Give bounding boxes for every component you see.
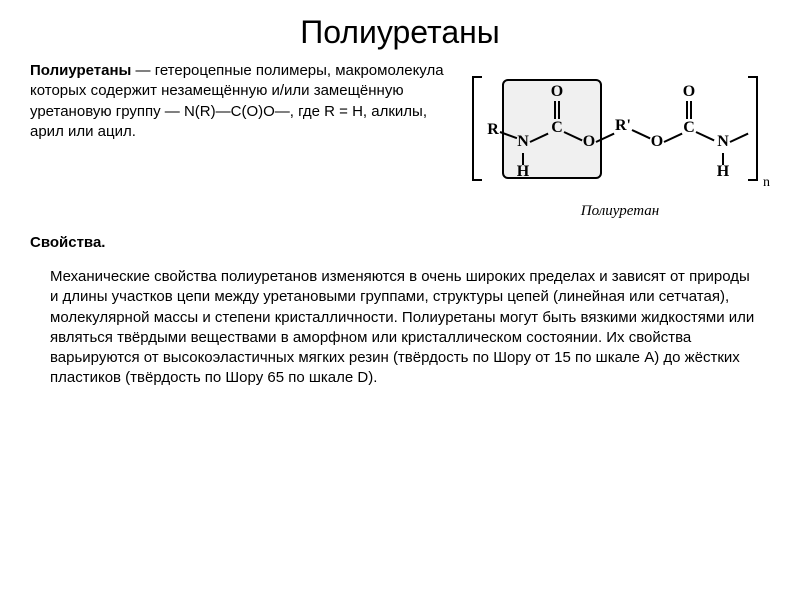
subscript-n: n — [763, 175, 770, 191]
top-section: Полиуретаны — гетероцепные полимеры, мак… — [0, 61, 800, 220]
bond — [558, 101, 560, 119]
atom-h2: H — [714, 163, 732, 181]
atom-h1: H — [514, 163, 532, 181]
formula-diagram: n R N H C O O R' O C — [470, 61, 770, 201]
bond — [690, 101, 692, 119]
atom-c2: C — [680, 119, 698, 137]
bond — [696, 131, 715, 141]
definition-dash: — — [131, 62, 154, 79]
properties-heading: Свойства. — [0, 220, 800, 259]
bond — [686, 101, 688, 119]
bond — [554, 101, 556, 119]
atom-r1: R — [484, 121, 502, 139]
bracket-right — [748, 76, 758, 181]
bond — [730, 133, 749, 143]
definition-block: Полиуретаны — гетероцепные полимеры, мак… — [30, 61, 450, 142]
atom-o4: O — [680, 83, 698, 101]
atom-c1: C — [548, 119, 566, 137]
page-title: Полиуретаны — [0, 0, 800, 61]
formula-block: n R N H C O O R' O C — [470, 61, 770, 220]
properties-body: Механические свойства полиуретанов измен… — [0, 259, 800, 389]
bracket-left — [472, 76, 482, 181]
formula-caption: Полиуретан — [470, 203, 770, 220]
atom-rprime: R' — [612, 117, 634, 135]
definition-term: Полиуретаны — [30, 62, 131, 79]
atom-o1: O — [548, 83, 566, 101]
